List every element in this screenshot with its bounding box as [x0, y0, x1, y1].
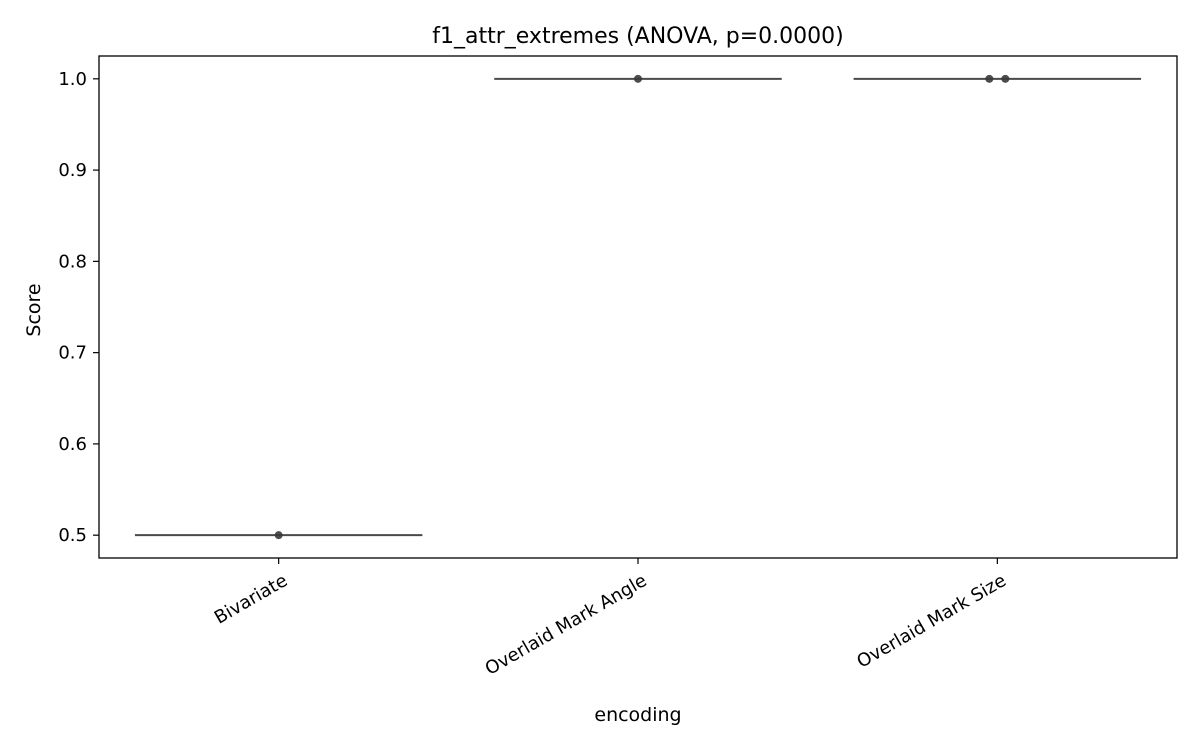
- plot-frame: [98, 55, 1178, 559]
- y-axis: 0.5 0.6 0.7 0.8 0.9 1.0: [58, 69, 99, 546]
- box-1: [494, 74, 782, 83]
- y-tick-label: 0.6: [58, 434, 87, 455]
- x-axis-label: encoding: [594, 704, 681, 726]
- data-point: [985, 74, 994, 83]
- y-tick-label: 0.9: [58, 160, 87, 181]
- box-2: [853, 74, 1142, 83]
- data-point: [274, 531, 283, 540]
- box-0: [134, 531, 423, 540]
- x-tick-label: Overlaid Mark Angle: [482, 570, 651, 680]
- y-tick-label: 0.5: [58, 525, 87, 546]
- y-tick-label: 0.7: [58, 343, 87, 364]
- data-point: [634, 74, 642, 83]
- x-axis: Bivariate Overlaid Mark Angle Overlaid Mar…: [211, 558, 1010, 680]
- box-series: [134, 74, 1142, 540]
- x-tick-label: Overlaid Mark Size: [853, 570, 1009, 672]
- y-tick-label: 1.0: [58, 69, 87, 90]
- y-tick-label: 0.8: [58, 251, 87, 272]
- x-tick-label: Bivariate: [211, 570, 291, 628]
- y-axis-label: Score: [23, 283, 45, 336]
- chart-title: f1_attr_extremes (ANOVA, p=0.0000): [432, 24, 844, 49]
- data-point: [1001, 74, 1010, 83]
